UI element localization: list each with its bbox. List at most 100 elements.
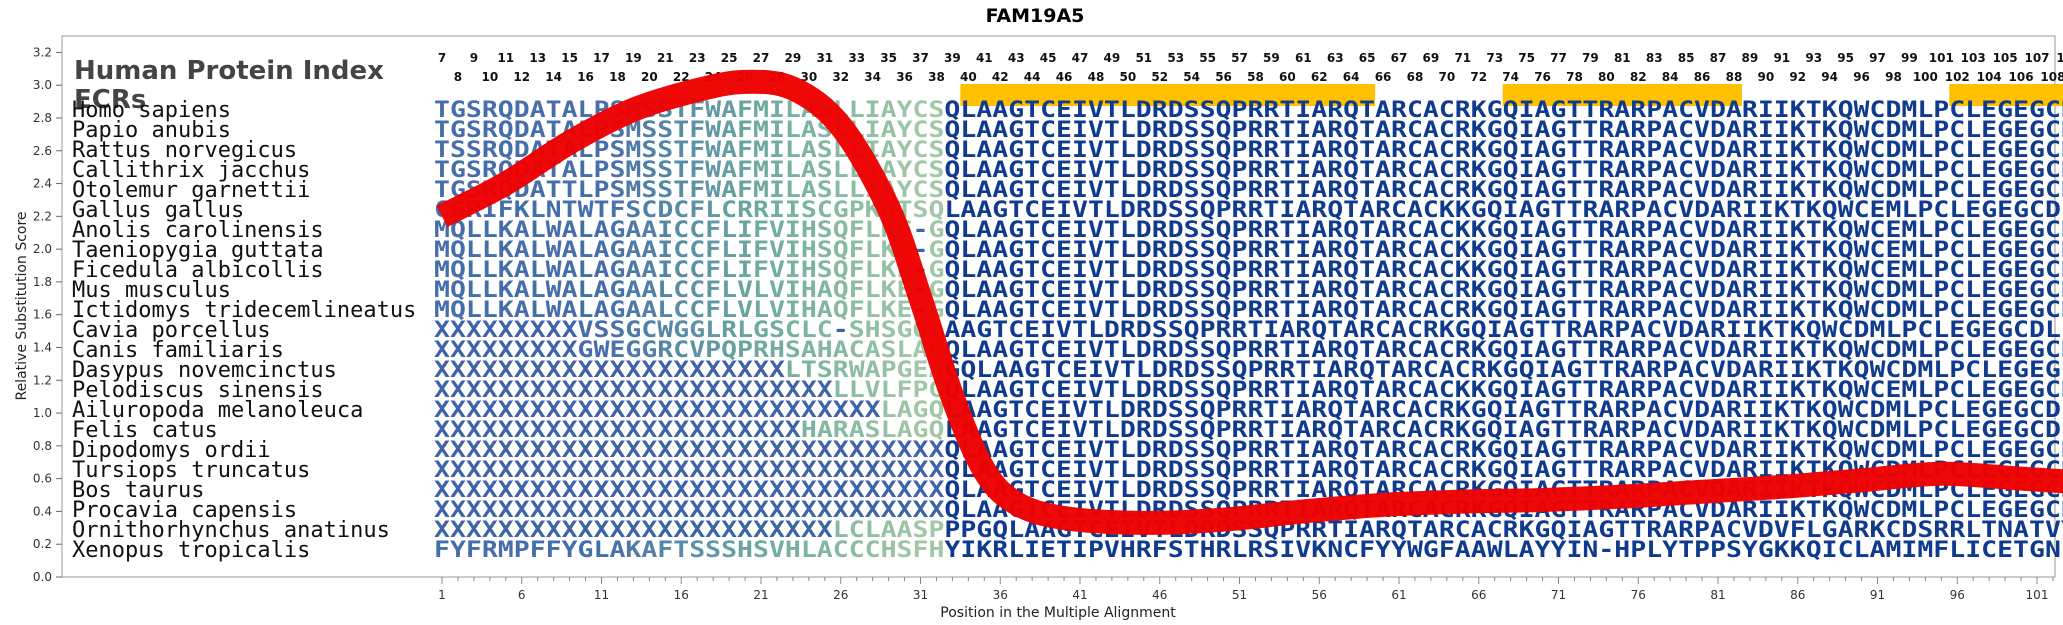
- residue: C: [1870, 258, 1886, 283]
- residue: Q: [1503, 258, 1519, 283]
- residue: Q: [498, 98, 514, 123]
- index-number: 49: [1104, 51, 1121, 65]
- residue: L: [482, 278, 498, 303]
- residue: S: [1184, 238, 1200, 263]
- residue: G: [1455, 318, 1471, 343]
- residue: G: [2029, 118, 2045, 143]
- residue: R: [1327, 138, 1344, 163]
- residue: C: [689, 218, 705, 243]
- index-number: 67: [1391, 51, 1408, 65]
- residue: T: [1279, 158, 1295, 183]
- residue: Q: [721, 338, 737, 363]
- residue: T: [1104, 298, 1120, 323]
- residue: L: [1120, 258, 1136, 283]
- residue: L: [1965, 138, 1981, 163]
- residue: A: [641, 298, 657, 323]
- residue: P: [1232, 258, 1248, 283]
- residue: I: [1774, 278, 1790, 303]
- residue: T: [1024, 338, 1040, 363]
- residue: L: [960, 138, 976, 163]
- residue: D: [1168, 338, 1184, 363]
- residue: W: [546, 238, 563, 263]
- residue: D: [1885, 178, 1901, 203]
- residue: A: [960, 318, 976, 343]
- residue: D: [1710, 178, 1726, 203]
- residue: Q: [1838, 258, 1854, 283]
- residue: C: [689, 278, 705, 303]
- residue: Q: [833, 278, 849, 303]
- residue: S: [1263, 538, 1279, 563]
- residue: C: [1870, 158, 1886, 183]
- residue: T: [1582, 218, 1598, 243]
- residue: F: [849, 298, 865, 323]
- residue: W: [1854, 238, 1871, 263]
- residue: Q: [1838, 238, 1854, 263]
- residue: H: [801, 258, 817, 283]
- residue: M: [753, 118, 769, 143]
- residue: A: [1311, 298, 1327, 323]
- index-number: 42: [992, 70, 1009, 84]
- residue: Q: [1343, 178, 1359, 203]
- residue: -: [1598, 538, 1614, 563]
- residue: D: [1136, 278, 1152, 303]
- residue: V: [1088, 138, 1104, 163]
- index-number: 40: [960, 70, 977, 84]
- residue: C: [2029, 198, 2045, 223]
- residue: V: [1662, 318, 1678, 343]
- residue: C: [1407, 338, 1423, 363]
- residue: I: [1758, 238, 1774, 263]
- residue: D: [1136, 158, 1152, 183]
- residue: C: [1949, 118, 1965, 143]
- index-number: 31: [816, 51, 833, 65]
- residue: H: [865, 318, 881, 343]
- residue: D: [1136, 218, 1152, 243]
- residue: K: [881, 278, 898, 303]
- residue: Q: [1216, 258, 1232, 283]
- residue: W: [657, 318, 674, 343]
- residue: A: [1662, 158, 1678, 183]
- residue: L: [960, 118, 976, 143]
- residue: G: [1997, 298, 2013, 323]
- residue: R: [1391, 298, 1408, 323]
- residue: N: [1327, 538, 1343, 563]
- residue: A: [1519, 538, 1535, 563]
- residue: D: [1168, 118, 1184, 143]
- residue: T: [1024, 238, 1040, 263]
- residue: L: [785, 138, 801, 163]
- residue: R: [1247, 298, 1264, 323]
- index-number: 35: [880, 51, 897, 65]
- residue: T: [1806, 178, 1822, 203]
- residue: T: [1582, 238, 1598, 263]
- residue: C: [1040, 178, 1056, 203]
- residue: P: [1933, 218, 1949, 243]
- residue: K: [498, 278, 515, 303]
- residue: K: [1822, 258, 1839, 283]
- residue: T: [1566, 338, 1582, 363]
- residue: L: [482, 298, 498, 323]
- residue: I: [737, 218, 753, 243]
- residue: T: [1806, 118, 1822, 143]
- residue: M: [625, 158, 641, 183]
- residue: A: [1870, 538, 1886, 563]
- residue: S: [625, 198, 641, 223]
- residue: C: [1040, 338, 1056, 363]
- residue: G: [2013, 198, 2029, 223]
- residue: I: [1726, 318, 1742, 343]
- residue: S: [641, 158, 657, 183]
- index-number: 48: [1088, 70, 1105, 84]
- y-tick-label: 1.8: [33, 275, 52, 289]
- residue: I: [737, 238, 753, 263]
- residue: K: [1790, 138, 1807, 163]
- residue: I: [1742, 198, 1758, 223]
- ecr-bar: [1949, 84, 2063, 106]
- residue: S: [1200, 338, 1216, 363]
- residue: G: [609, 258, 625, 283]
- residue: L: [865, 278, 881, 303]
- residue: Q: [498, 138, 514, 163]
- residue: S: [1184, 118, 1200, 143]
- residue: L: [865, 238, 881, 263]
- residue: F: [737, 98, 753, 123]
- residue: T: [1566, 158, 1582, 183]
- residue: R: [1152, 298, 1169, 323]
